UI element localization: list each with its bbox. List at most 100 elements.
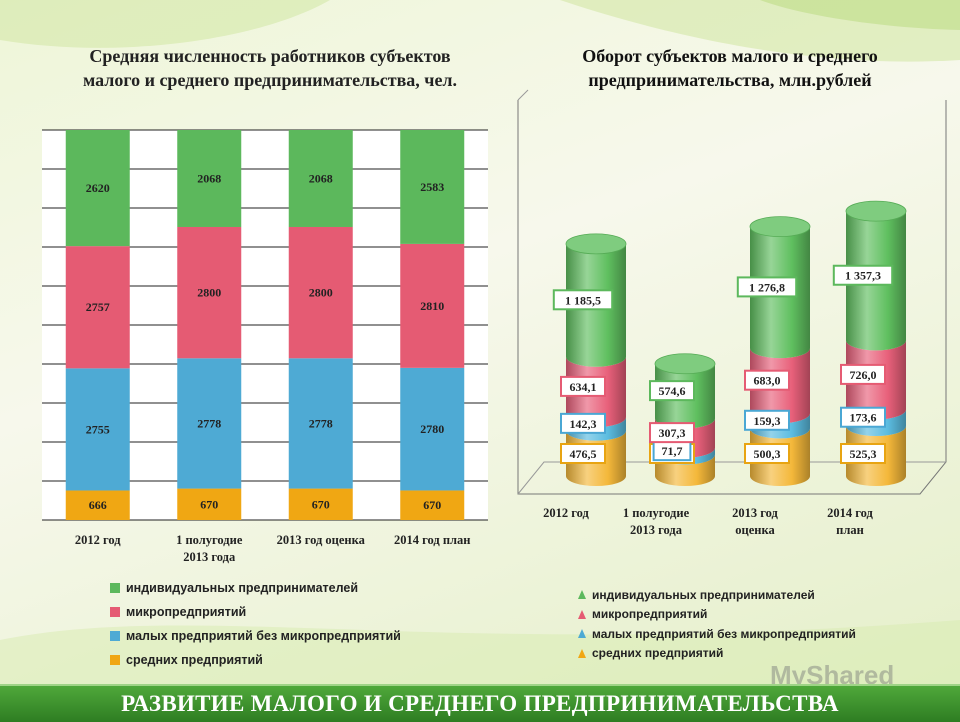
- chart1-bar-segment: [177, 488, 242, 520]
- chart1-data-label: 2620: [86, 181, 110, 195]
- triangle-icon: [578, 648, 586, 658]
- chart2-data-label: 71,7: [662, 444, 683, 458]
- chart1-data-label: 2778: [197, 416, 221, 430]
- chart1-category-label: 2013 года: [183, 550, 236, 564]
- legend2-item-individual: индивидуальных предпринимателей: [578, 585, 856, 605]
- chart1-data-label: 2800: [197, 286, 221, 300]
- legend1-item-individual: индивидуальных предпринимателей: [110, 576, 401, 600]
- chart2-data-label: 476,5: [570, 447, 597, 461]
- chart2-data-label: 1 276,8: [749, 280, 785, 294]
- legend1-label: средних предприятий: [126, 653, 263, 667]
- chart1-data-label: 2583: [420, 180, 444, 194]
- chart2-category-label: 2013 год: [732, 506, 778, 520]
- chart1-data-label: 2810: [420, 299, 444, 313]
- chart2-data-label-box: [832, 264, 894, 286]
- chart2-data-label-box: [560, 375, 606, 397]
- chart1-bar-segment: [65, 368, 130, 491]
- chart1-bar-segment: [400, 130, 465, 244]
- chart1-data-label: 2780: [420, 422, 444, 436]
- chart2-data-label: 683,0: [754, 374, 781, 388]
- chart2-data-label: 159,3: [754, 414, 781, 428]
- chart1-category-label: 2014 год план: [394, 533, 471, 547]
- legend2-label: средних предприятий: [592, 646, 724, 661]
- legend1-swatch: [110, 631, 120, 641]
- chart2-data-label: 173,6: [850, 411, 877, 425]
- chart1-plot: 666 2755 2757 2620 2012 год 670 2778 2800 2068 1 …: [42, 129, 488, 564]
- chart2-data-label: 307,3: [659, 426, 686, 440]
- chart1-data-label: 2068: [309, 171, 333, 185]
- chart1-bar-segment: [400, 490, 465, 520]
- chart2-data-label: 1 357,3: [845, 269, 881, 283]
- chart2-data-label: 1 185,5: [565, 293, 601, 307]
- chart2-title: Оборот субъектов малого и среднего предп…: [582, 46, 878, 90]
- legend2-label: микропредприятий: [592, 607, 708, 622]
- chart2-cylinder-top: [565, 233, 627, 255]
- legend1-swatch: [110, 583, 120, 593]
- chart2-data-label-box: [840, 363, 886, 385]
- chart1-bar-segment: [65, 130, 130, 247]
- footer-title: РАЗВИТИЕ МАЛОГО И СРЕДНЕГО ПРЕДПРИНИМАТЕ…: [121, 691, 839, 716]
- chart2-data-label: 574,6: [659, 384, 686, 398]
- chart2-data-label-box: [552, 289, 614, 311]
- legend1-swatch: [110, 607, 120, 617]
- legend2-item-small: малых предприятий без микропредприятий: [578, 624, 856, 644]
- chart2-data-label-box: [560, 443, 606, 464]
- chart1-category-label: 2012 год: [75, 533, 121, 547]
- legend2-item-medium: средних предприятий: [578, 644, 856, 664]
- chart2-frame: [517, 461, 946, 495]
- chart2-category-label: 2014 год: [827, 506, 873, 520]
- chart1-category-label: 2013 год оценка: [277, 533, 366, 547]
- chart1-data-label: 2800: [309, 286, 333, 300]
- legend2-label: индивидуальных предпринимателей: [592, 587, 815, 602]
- legend1-swatch: [110, 655, 120, 665]
- chart1-data-label: 666: [89, 498, 107, 512]
- chart1-data-label: 2068: [197, 171, 221, 185]
- chart2-data-label: 142,3: [570, 417, 597, 431]
- legend1-label: малых предприятий без микропредприятий: [126, 629, 401, 643]
- chart2-category-label: план: [836, 523, 864, 537]
- chart2-data-label-box: [840, 406, 886, 428]
- chart2-data-label-box: [744, 409, 790, 431]
- chart1-bar-segment: [288, 358, 353, 489]
- chart2-data-label-box: [736, 276, 798, 298]
- chart2-cylinder-top: [654, 353, 716, 375]
- chart2-cylinder-top: [749, 216, 811, 238]
- chart2-category-label: оценка: [735, 523, 775, 537]
- chart2-category-label: 1 полугодие: [623, 506, 690, 520]
- chart1-bar-segment: [288, 226, 353, 359]
- chart1-bar-segment: [177, 226, 242, 359]
- chart2-category-label: 2012 год: [543, 506, 589, 520]
- chart2-frame: [517, 89, 529, 101]
- chart1-data-label: 2755: [86, 422, 110, 436]
- chart2-data-label: 500,3: [754, 447, 781, 461]
- chart2-data-label: 726,0: [850, 368, 877, 382]
- footer-banner: РАЗВИТИЕ МАЛОГО И СРЕДНЕГО ПРЕДПРИНИМАТЕ…: [0, 684, 960, 722]
- chart2-data-label-box: [744, 369, 790, 391]
- chart2-data-label-box: [649, 422, 695, 444]
- legend1-item-medium: средних предприятий: [110, 648, 401, 672]
- legend2-item-micro: микропредприятий: [578, 605, 856, 625]
- triangle-icon: [578, 629, 586, 639]
- chart1-bar-segment: [177, 358, 242, 489]
- chart1-bar-segment: [400, 367, 465, 491]
- chart2-data-label-box: [560, 412, 606, 434]
- legend1-item-small: малых предприятий без микропредприятий: [110, 624, 401, 648]
- chart1-title: Средняя численность работников субъектов…: [82, 46, 458, 90]
- legend1-label: микропредприятий: [126, 605, 247, 619]
- chart2-frame: [517, 100, 947, 495]
- legend1-label: индивидуальных предпринимателей: [126, 581, 359, 595]
- chart1-bar-segment: [288, 488, 353, 520]
- chart2-legend: индивидуальных предпринимателей микропре…: [578, 585, 856, 663]
- chart1-data-label: 670: [200, 497, 218, 511]
- chart1-category-label: 1 полугодие: [176, 533, 243, 547]
- chart2-cylinder-top: [845, 200, 907, 222]
- chart2-data-label-box: [744, 443, 790, 464]
- chart2-data-label-box: [840, 443, 886, 464]
- chart1-bar-segment: [177, 130, 242, 227]
- chart1-data-label: 2778: [309, 416, 333, 430]
- chart2-category-label: 2013 года: [630, 523, 683, 537]
- chart1-data-label: 670: [312, 497, 330, 511]
